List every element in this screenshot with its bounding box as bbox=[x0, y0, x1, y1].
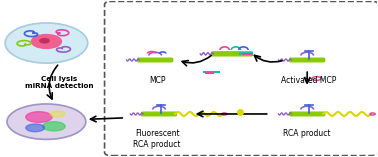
Ellipse shape bbox=[7, 104, 86, 139]
Text: MCP: MCP bbox=[149, 76, 165, 85]
FancyBboxPatch shape bbox=[290, 58, 325, 62]
Ellipse shape bbox=[50, 111, 65, 117]
FancyBboxPatch shape bbox=[138, 58, 173, 62]
FancyBboxPatch shape bbox=[212, 52, 253, 56]
Ellipse shape bbox=[31, 35, 61, 48]
Ellipse shape bbox=[26, 112, 52, 122]
Text: Fluorescent
RCA product: Fluorescent RCA product bbox=[133, 129, 181, 149]
Ellipse shape bbox=[40, 39, 49, 43]
Text: Cell lysis
miRNA detection: Cell lysis miRNA detection bbox=[25, 76, 94, 89]
Ellipse shape bbox=[26, 124, 45, 132]
FancyBboxPatch shape bbox=[290, 112, 325, 116]
Ellipse shape bbox=[5, 23, 88, 63]
Text: c: c bbox=[323, 76, 327, 81]
Ellipse shape bbox=[43, 122, 65, 131]
Text: Activated MCP: Activated MCP bbox=[281, 76, 337, 85]
Text: RCA product: RCA product bbox=[284, 129, 331, 138]
FancyBboxPatch shape bbox=[141, 112, 177, 116]
